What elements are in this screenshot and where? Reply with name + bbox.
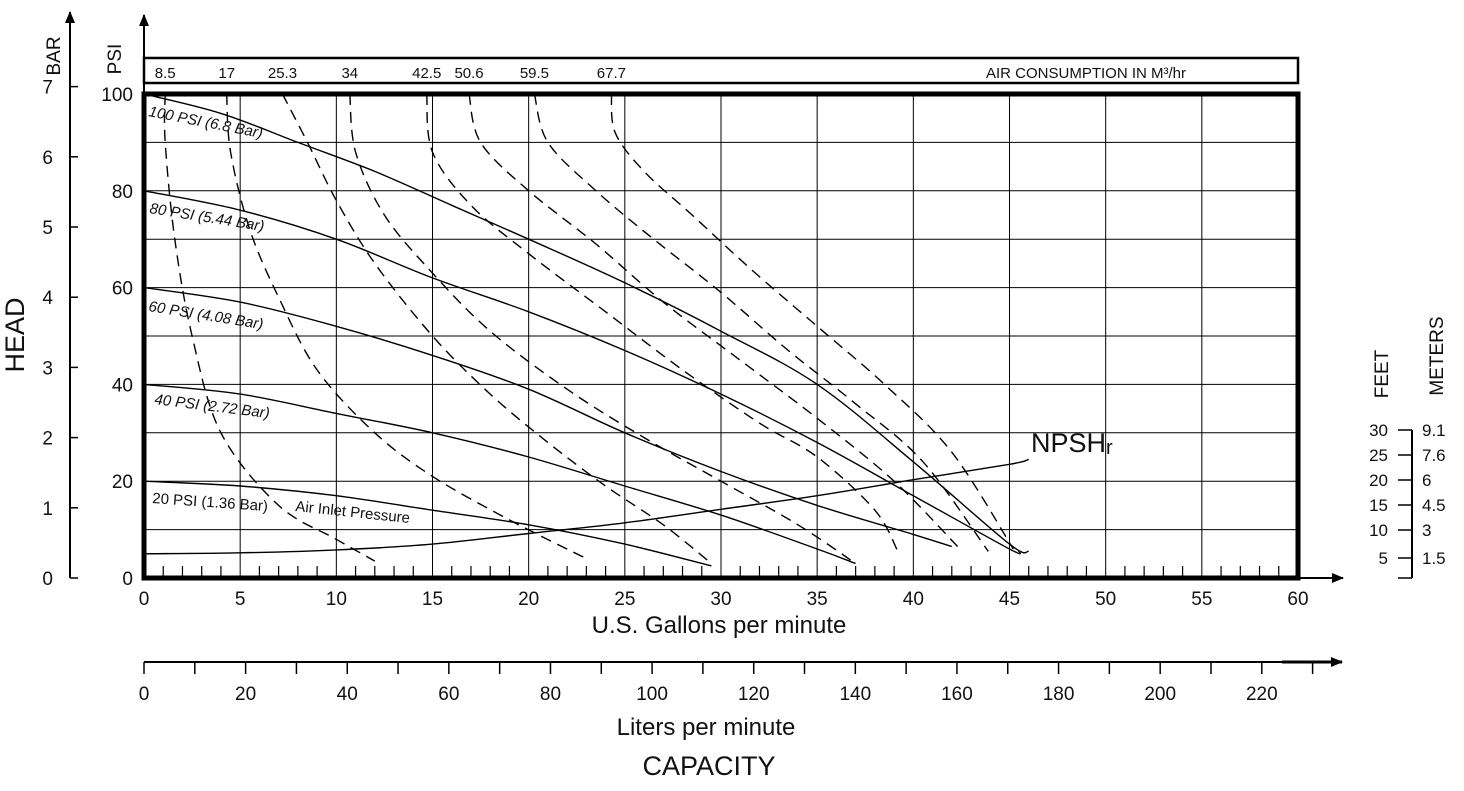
- x-tick-label: 15: [422, 589, 443, 610]
- air-curve-8.5: [163, 93, 376, 562]
- feet-tick-label: 15: [1369, 496, 1388, 515]
- liters-tick-label: 80: [540, 684, 561, 705]
- air-pressure-curves: 100 PSI (6.8 Bar)80 PSI (5.44 Bar)60 PSI…: [143, 93, 1029, 567]
- air-curve-59.5: [533, 93, 989, 552]
- psi-tick-label: 80: [112, 182, 133, 203]
- air-curve-42.5: [426, 93, 899, 552]
- x-axis-title: U.S. Gallons per minute: [592, 612, 847, 639]
- head-title: HEAD: [0, 297, 30, 372]
- air-consumption-value: 67.7: [597, 65, 626, 82]
- meters-axis-title: METERS: [1427, 316, 1448, 395]
- psi-tick-label: 100: [101, 85, 133, 106]
- liters-axis-ticks: 0 20 40 60 80 100 120 140 160 180 200 220: [139, 662, 1314, 705]
- meters-tick-label: 3: [1422, 521, 1431, 540]
- x-tick-label: 35: [807, 589, 828, 610]
- x-tick-label: 0: [139, 589, 150, 610]
- meters-tick-label: 6: [1422, 471, 1431, 490]
- psi-tick-label: 60: [112, 279, 133, 300]
- x-tick-label: 10: [326, 589, 347, 610]
- meters-tick-label: 4.5: [1422, 496, 1446, 515]
- x-tick-label: 55: [1191, 589, 1212, 610]
- air-consumption-values: 8.5 17 25.3 34 42.5 50.6 59.5 67.7: [155, 65, 626, 82]
- liters-tick-label: 0: [139, 684, 150, 705]
- npsh-label: NPSHr: [1031, 428, 1113, 459]
- liters-tick-label: 140: [839, 684, 871, 705]
- air-consumption-value: 42.5: [412, 65, 441, 82]
- psi-axis-ticks: 0 20 40 60 80 100: [101, 85, 133, 590]
- air-curve-17: [226, 93, 587, 560]
- feet-tick-label: 5: [1379, 549, 1388, 568]
- x-tick-label: 50: [1095, 589, 1116, 610]
- bar-tick-label: 6: [42, 148, 53, 169]
- air-consumption-value: 34: [341, 65, 358, 82]
- x-axis-tick-labels: 0 5 10 15 20 25 30 35 40 45 50 55 60: [139, 589, 1309, 610]
- feet-tick-label: 10: [1369, 521, 1388, 540]
- pressure-curve: [143, 93, 1029, 554]
- bar-tick-label: 3: [42, 358, 53, 379]
- bar-axis-title: BAR: [44, 36, 65, 75]
- pressure-curve: [143, 480, 712, 567]
- bar-tick-label: 7: [42, 78, 53, 99]
- psi-tick-label: 40: [112, 375, 133, 396]
- npsh-curve-group: [143, 458, 1029, 555]
- liters-tick-label: 220: [1246, 684, 1278, 705]
- x-tick-label: 60: [1287, 589, 1308, 610]
- air-consumption-value: 8.5: [155, 65, 176, 82]
- pressure-curve: [143, 190, 1021, 555]
- pressure-curve: [143, 286, 953, 548]
- bar-axis-ticks: 0 1 2 3 4 5 6 7: [42, 78, 78, 590]
- bar-tick-label: 5: [42, 218, 53, 239]
- feet-tick-label: 25: [1369, 446, 1388, 465]
- npsh-scale: 30 25 20 15 10 5 9.1 7.6 6 4.5 3 1.5: [1369, 421, 1446, 579]
- air-curve-34: [349, 93, 856, 565]
- liters-tick-label: 200: [1144, 684, 1176, 705]
- x-tick-label: 45: [999, 589, 1020, 610]
- liters-tick-label: 20: [235, 684, 256, 705]
- liters-tick-label: 40: [337, 684, 358, 705]
- bar-tick-label: 4: [42, 288, 53, 309]
- liters-tick-label: 60: [438, 684, 459, 705]
- feet-tick-label: 30: [1369, 421, 1388, 440]
- x-tick-label: 30: [710, 589, 731, 610]
- liters-axis-title: Liters per minute: [617, 714, 796, 741]
- psi-tick-label: 20: [112, 472, 133, 493]
- meters-tick-label: 7.6: [1422, 446, 1446, 465]
- air-consumption-value: 25.3: [268, 65, 297, 82]
- meters-tick-label: 1.5: [1422, 549, 1446, 568]
- air-consumption-value: 59.5: [520, 65, 549, 82]
- air-curve-25.3: [281, 93, 712, 565]
- air-curve-67.7: [610, 93, 1014, 550]
- psi-tick-label: 0: [122, 569, 133, 590]
- capacity-title: CAPACITY: [642, 751, 775, 781]
- npsh-curve: [143, 458, 1029, 555]
- air-consumption-label: AIR CONSUMPTION IN M³/hr: [986, 65, 1186, 82]
- air-consumption-value: 50.6: [454, 65, 483, 82]
- liters-tick-label: 100: [636, 684, 668, 705]
- x-tick-label: 5: [235, 589, 246, 610]
- psi-axis-title: PSI: [105, 44, 126, 75]
- x-tick-label: 25: [614, 589, 635, 610]
- air-inlet-pressure-label: Air Inlet Pressure: [295, 498, 411, 527]
- feet-axis-title: FEET: [1372, 349, 1393, 398]
- air-consumption-value: 17: [218, 65, 235, 82]
- pressure-curve: [143, 383, 856, 565]
- meters-tick-label: 9.1: [1422, 421, 1446, 440]
- x-tick-label: 20: [518, 589, 539, 610]
- x-tick-label: 40: [903, 589, 924, 610]
- plot-frame: [141, 91, 1301, 581]
- feet-tick-label: 20: [1369, 471, 1388, 490]
- liters-tick-label: 180: [1043, 684, 1075, 705]
- bar-tick-label: 1: [42, 499, 53, 520]
- air-consumption-curves: [163, 93, 1014, 565]
- liters-tick-label: 160: [941, 684, 973, 705]
- bar-tick-label: 0: [42, 569, 53, 590]
- pressure-curve-label: 80 PSI (5.44 Bar): [148, 200, 265, 235]
- liters-tick-label: 120: [738, 684, 770, 705]
- bar-tick-label: 2: [42, 429, 53, 450]
- pressure-curve-label: 20 PSI (1.36 Bar): [152, 490, 269, 515]
- air-curve-50.6: [468, 93, 959, 547]
